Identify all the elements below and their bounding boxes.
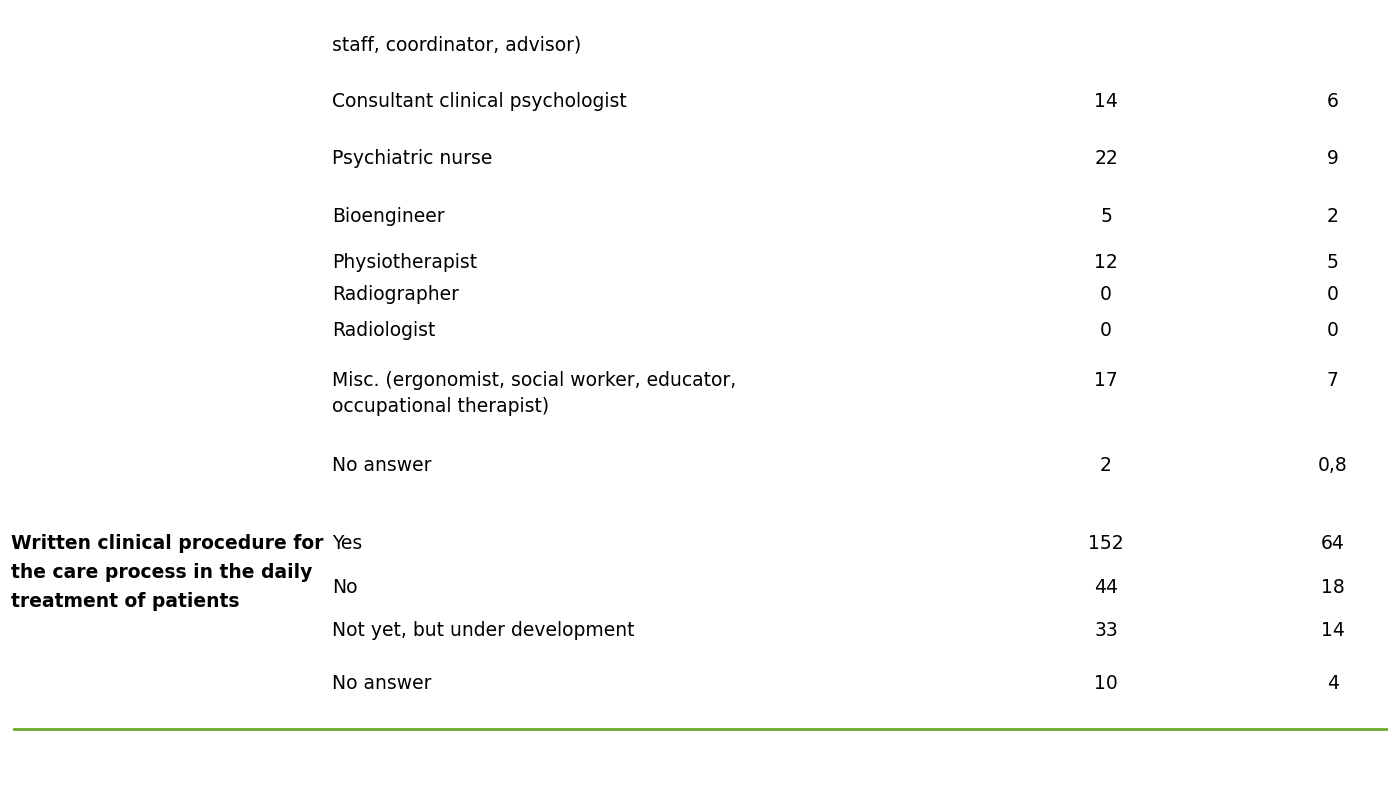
Text: Written clinical procedure for
the care process in the daily
treatment of patien: Written clinical procedure for the care … <box>11 534 323 611</box>
Text: 5: 5 <box>1100 207 1112 226</box>
Text: 0,8: 0,8 <box>1317 456 1348 475</box>
Text: 0: 0 <box>1100 285 1112 303</box>
Text: 0: 0 <box>1327 285 1338 303</box>
Text: staff, coordinator, advisor): staff, coordinator, advisor) <box>333 35 582 54</box>
Text: Radiographer: Radiographer <box>333 285 459 303</box>
Text: 2: 2 <box>1100 456 1112 475</box>
Text: 7: 7 <box>1327 371 1338 390</box>
Text: 17: 17 <box>1095 371 1117 390</box>
Text: 152: 152 <box>1088 534 1124 553</box>
Text: 64: 64 <box>1320 534 1345 553</box>
Text: 2: 2 <box>1327 207 1338 226</box>
Text: No answer: No answer <box>333 674 433 693</box>
Text: 33: 33 <box>1095 621 1117 640</box>
Text: 18: 18 <box>1322 578 1344 597</box>
Text: 0: 0 <box>1327 321 1338 340</box>
Text: No: No <box>333 578 358 597</box>
Text: Bioengineer: Bioengineer <box>333 207 445 226</box>
Text: Consultant clinical psychologist: Consultant clinical psychologist <box>333 92 627 111</box>
Text: Radiologist: Radiologist <box>333 321 435 340</box>
Text: 44: 44 <box>1093 578 1119 597</box>
Text: Psychiatric nurse: Psychiatric nurse <box>333 149 493 168</box>
Text: 12: 12 <box>1095 253 1117 272</box>
Text: Physiotherapist: Physiotherapist <box>333 253 477 272</box>
Text: Not yet, but under development: Not yet, but under development <box>333 621 636 640</box>
Text: 4: 4 <box>1327 674 1338 693</box>
Text: 10: 10 <box>1095 674 1117 693</box>
Text: 9: 9 <box>1327 149 1338 168</box>
Text: 14: 14 <box>1320 621 1345 640</box>
Text: 6: 6 <box>1327 92 1338 111</box>
Text: 0: 0 <box>1100 321 1112 340</box>
Text: 5: 5 <box>1327 253 1338 272</box>
Text: Yes: Yes <box>333 534 363 553</box>
Text: 14: 14 <box>1093 92 1119 111</box>
Text: No answer: No answer <box>333 456 433 475</box>
Text: Misc. (ergonomist, social worker, educator,
occupational therapist): Misc. (ergonomist, social worker, educat… <box>333 371 736 416</box>
Text: 22: 22 <box>1095 149 1117 168</box>
